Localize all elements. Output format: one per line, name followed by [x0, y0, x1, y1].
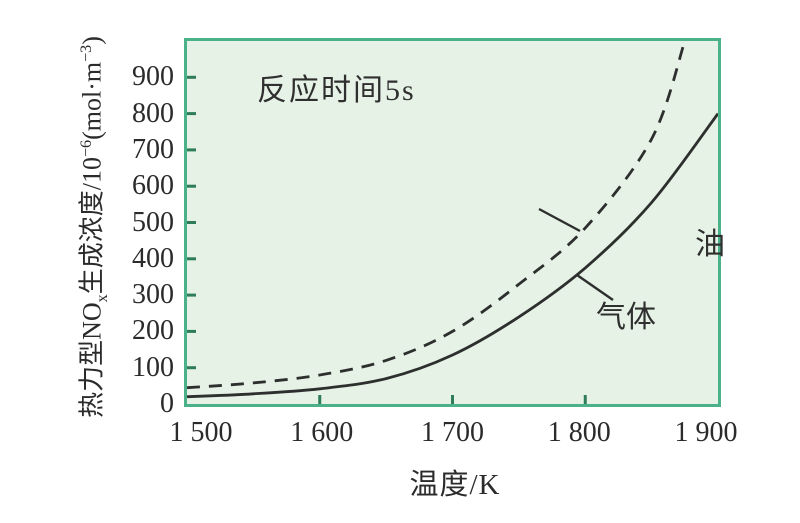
reaction-time-annotation: 反应时间5s [257, 74, 416, 107]
x-tick-label: 1 900 [674, 417, 738, 448]
sup-script: −3 [78, 44, 95, 62]
x-tick-label: 1 600 [290, 417, 354, 448]
series-label-gas: 气体 [596, 301, 656, 334]
y-tick-label: 900 [132, 61, 174, 93]
y-tick-label: 100 [132, 351, 174, 383]
oil-label-pointer [538, 207, 581, 233]
chart-canvas [187, 41, 718, 404]
x-axis-label: 温度/K [409, 469, 501, 501]
y-tick-label: 0 [160, 388, 174, 419]
y-tick-label: 200 [132, 315, 174, 347]
curve-oil [187, 41, 687, 390]
y-tick-label: 400 [132, 242, 174, 274]
y-tick-label: 700 [132, 133, 174, 165]
y-tick-label: 800 [132, 97, 174, 129]
y-tick-label: 500 [132, 206, 174, 238]
sup-script: −6 [78, 139, 95, 158]
x-tick-label: 1 700 [421, 417, 484, 448]
y-tick-label: 600 [132, 170, 174, 202]
y-axis-label: 热力型NOx生成浓度/10−6(mol·m−3) [77, 36, 111, 418]
series-label-oil: 油 [695, 228, 725, 261]
x-tick-label: 1 500 [169, 417, 233, 448]
plot-area: 反应时间5s 油 [184, 38, 725, 407]
y-tick-label: 300 [132, 279, 174, 311]
x-tick-label: 1 800 [547, 417, 611, 448]
curve-gas [187, 112, 718, 399]
gas-label-pointer [576, 274, 614, 301]
